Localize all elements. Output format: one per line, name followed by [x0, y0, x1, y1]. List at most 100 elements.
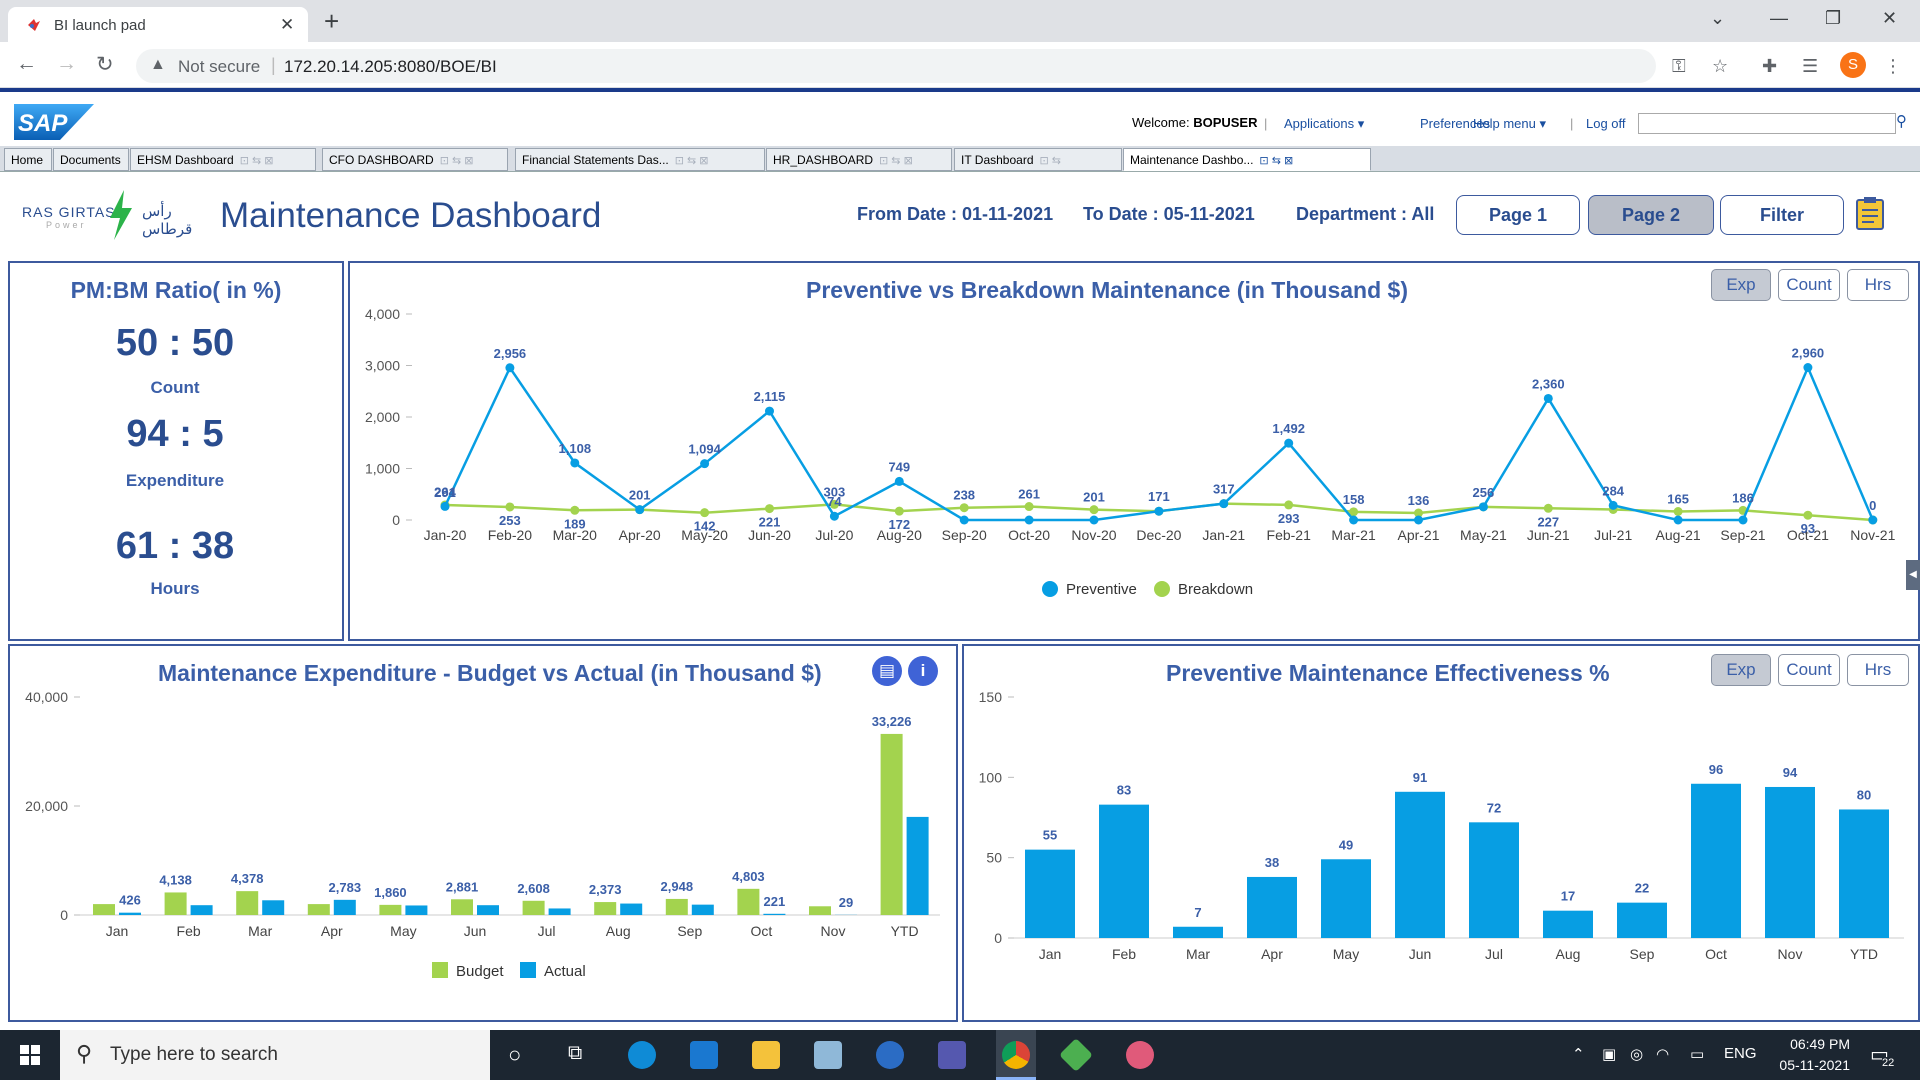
collapse-handle-icon[interactable]: ◀ — [1906, 560, 1920, 590]
page1-button[interactable]: Page 1 — [1456, 195, 1580, 235]
back-icon[interactable]: ← — [16, 52, 37, 75]
applications-menu[interactable]: Applications ▾ — [1284, 116, 1365, 131]
data-point-preventive — [700, 459, 710, 469]
teams-icon[interactable] — [938, 1041, 966, 1069]
count-toggle[interactable]: Count — [1778, 654, 1840, 686]
data-label: 55 — [1043, 828, 1057, 843]
mail-icon[interactable] — [690, 1041, 718, 1069]
data-point-breakdown — [570, 505, 580, 515]
windows-start-icon[interactable] — [20, 1045, 40, 1065]
battery-icon[interactable]: ▭ — [1690, 1046, 1705, 1063]
forward-icon[interactable]: → — [56, 52, 77, 75]
new-tab-icon[interactable]: + — [324, 6, 340, 36]
effectiveness-bar — [1839, 809, 1889, 938]
extensions-icon[interactable]: ✚ — [1762, 56, 1778, 76]
wifi-icon[interactable]: ◠ — [1656, 1046, 1670, 1063]
x-tick-label: Mar — [1186, 946, 1210, 962]
star-icon[interactable]: ☆ — [1712, 56, 1729, 76]
close-tab-icon[interactable]: ✕ — [280, 15, 295, 34]
file-explorer-icon[interactable] — [752, 1041, 780, 1069]
tab-maintenance-dashboard[interactable]: Maintenance Dashbo... ⊡ ⇆ ⊠ — [1123, 148, 1371, 171]
to-date: To Date : 05-11-2021 — [1083, 204, 1255, 224]
edge-icon[interactable] — [628, 1041, 656, 1069]
document-icon[interactable]: ▤ — [872, 656, 902, 686]
effectiveness-chart: 0 50 100 150 Jan 55 Feb 83 Mar 7 Apr 38 May 49 Jun 91 Ju… — [979, 689, 1904, 962]
help-menu[interactable]: Help menu ▾ — [1473, 116, 1547, 131]
x-tick-label: Sep — [677, 923, 702, 939]
network-icon[interactable]: ◎ — [1630, 1046, 1644, 1063]
close-window-icon[interactable]: ✕ — [1882, 8, 1898, 28]
exp-toggle[interactable]: Exp — [1711, 269, 1771, 301]
tab-it-dashboard[interactable]: IT Dashboard ⊡ ⇆ — [954, 148, 1122, 171]
search-icon[interactable]: ⚲ — [1896, 113, 1907, 130]
app-flower-icon[interactable] — [1126, 1041, 1154, 1069]
chrome-taskbar-item[interactable] — [996, 1030, 1036, 1080]
data-label-breakdown: 303 — [824, 484, 846, 499]
count-toggle[interactable]: Count — [1778, 269, 1840, 301]
cortana-icon[interactable]: ○ — [508, 1042, 522, 1067]
media-icon[interactable]: ☰ — [1802, 56, 1819, 76]
data-point-preventive — [1608, 500, 1618, 510]
x-tick-label: Apr-21 — [1397, 527, 1439, 543]
bar-budget — [594, 902, 617, 915]
hours-ratio-value: 61 : 38 — [115, 525, 235, 567]
preferences-link[interactable]: Preferences — [1420, 116, 1491, 131]
language-indicator[interactable]: ENG — [1724, 1045, 1757, 1062]
menu-icon[interactable]: ⋮ — [1884, 56, 1902, 76]
data-label-preventive: 256 — [1473, 485, 1495, 500]
chevron-up-icon[interactable]: ⌃ — [1572, 1046, 1585, 1063]
x-tick-label: Oct — [751, 923, 773, 939]
data-point-breakdown — [1349, 507, 1359, 517]
x-tick-label: Sep — [1630, 946, 1655, 962]
profile-avatar[interactable]: S — [1840, 52, 1866, 78]
bi-header — [0, 92, 1920, 146]
tab-home[interactable]: Home — [4, 148, 52, 171]
line-chart-title: Preventive vs Breakdown Maintenance (in … — [806, 277, 1408, 303]
browser-tab-strip: BI launch pad ✕ + ⌄ — ❐ ✕ — [0, 0, 1920, 42]
data-label: 96 — [1709, 762, 1723, 777]
app-icon[interactable] — [814, 1041, 842, 1069]
tab-financial-statements[interactable]: Financial Statements Das... ⊡ ⇆ ⊠ — [515, 148, 765, 171]
address-bar[interactable]: ▲ Not secure | 172.20.14.205:8080/BOE/BI — [136, 49, 1656, 83]
tab-controls-icon: ⊡ ⇆ ⊠ — [879, 155, 913, 167]
lightning-icon — [110, 190, 132, 240]
minimize-icon[interactable]: — — [1770, 8, 1788, 28]
tab-ehsm-dashboard[interactable]: EHSM Dashboard ⊡ ⇆ ⊠ — [130, 148, 316, 171]
bar-actual — [477, 905, 499, 915]
app-diamond-icon[interactable] — [1059, 1038, 1093, 1072]
tab-documents[interactable]: Documents — [53, 148, 129, 171]
hrs-toggle[interactable]: Hrs — [1847, 269, 1909, 301]
logoff-link[interactable]: Log off — [1586, 116, 1626, 131]
bi-search-input[interactable] — [1638, 113, 1896, 134]
from-date: From Date : 01-11-2021 — [857, 204, 1054, 224]
filter-button[interactable]: Filter — [1720, 195, 1844, 235]
tab-search-icon[interactable]: ⌄ — [1710, 8, 1726, 28]
data-label-budget: 4,803 — [732, 869, 765, 884]
maximize-icon[interactable]: ❐ — [1825, 8, 1842, 28]
bar-actual — [620, 903, 643, 915]
device-icon[interactable]: ▣ — [1602, 1046, 1617, 1063]
data-label-preventive: 749 — [888, 459, 910, 474]
tab-hr-dashboard[interactable]: HR_DASHBOARD ⊡ ⇆ ⊠ — [766, 148, 952, 171]
data-point-preventive — [829, 511, 839, 521]
task-view-icon[interactable]: ⧉ — [568, 1042, 583, 1064]
info-icon[interactable]: i — [908, 656, 938, 686]
data-label-budget: 4,378 — [231, 871, 264, 886]
ratio-title: PM:BM Ratio( in %) — [70, 277, 282, 303]
app-circle-icon[interactable] — [876, 1041, 904, 1069]
clipboard-icon[interactable] — [1856, 196, 1884, 230]
tab-cfo-dashboard[interactable]: CFO DASHBOARD ⊡ ⇆ ⊠ — [322, 148, 508, 171]
x-tick-label: Sep-21 — [1720, 527, 1765, 543]
page2-button[interactable]: Page 2 — [1588, 195, 1714, 235]
hrs-toggle[interactable]: Hrs — [1847, 654, 1909, 686]
browser-tab[interactable]: BI launch pad ✕ — [8, 7, 308, 42]
key-icon[interactable]: ⚿ — [1672, 56, 1686, 76]
exp-toggle[interactable]: Exp — [1711, 654, 1771, 686]
taskbar-search[interactable]: ⚲ Type here to search — [60, 1030, 490, 1080]
reload-icon[interactable]: ↻ — [96, 53, 114, 76]
count-ratio-label: Count — [150, 378, 200, 397]
data-label: 38 — [1265, 855, 1279, 870]
data-label-breakdown: 189 — [564, 516, 586, 531]
effectiveness-bar — [1247, 876, 1297, 938]
system-clock[interactable]: 06:49 PM 05-11-2021 — [1760, 1034, 1850, 1076]
